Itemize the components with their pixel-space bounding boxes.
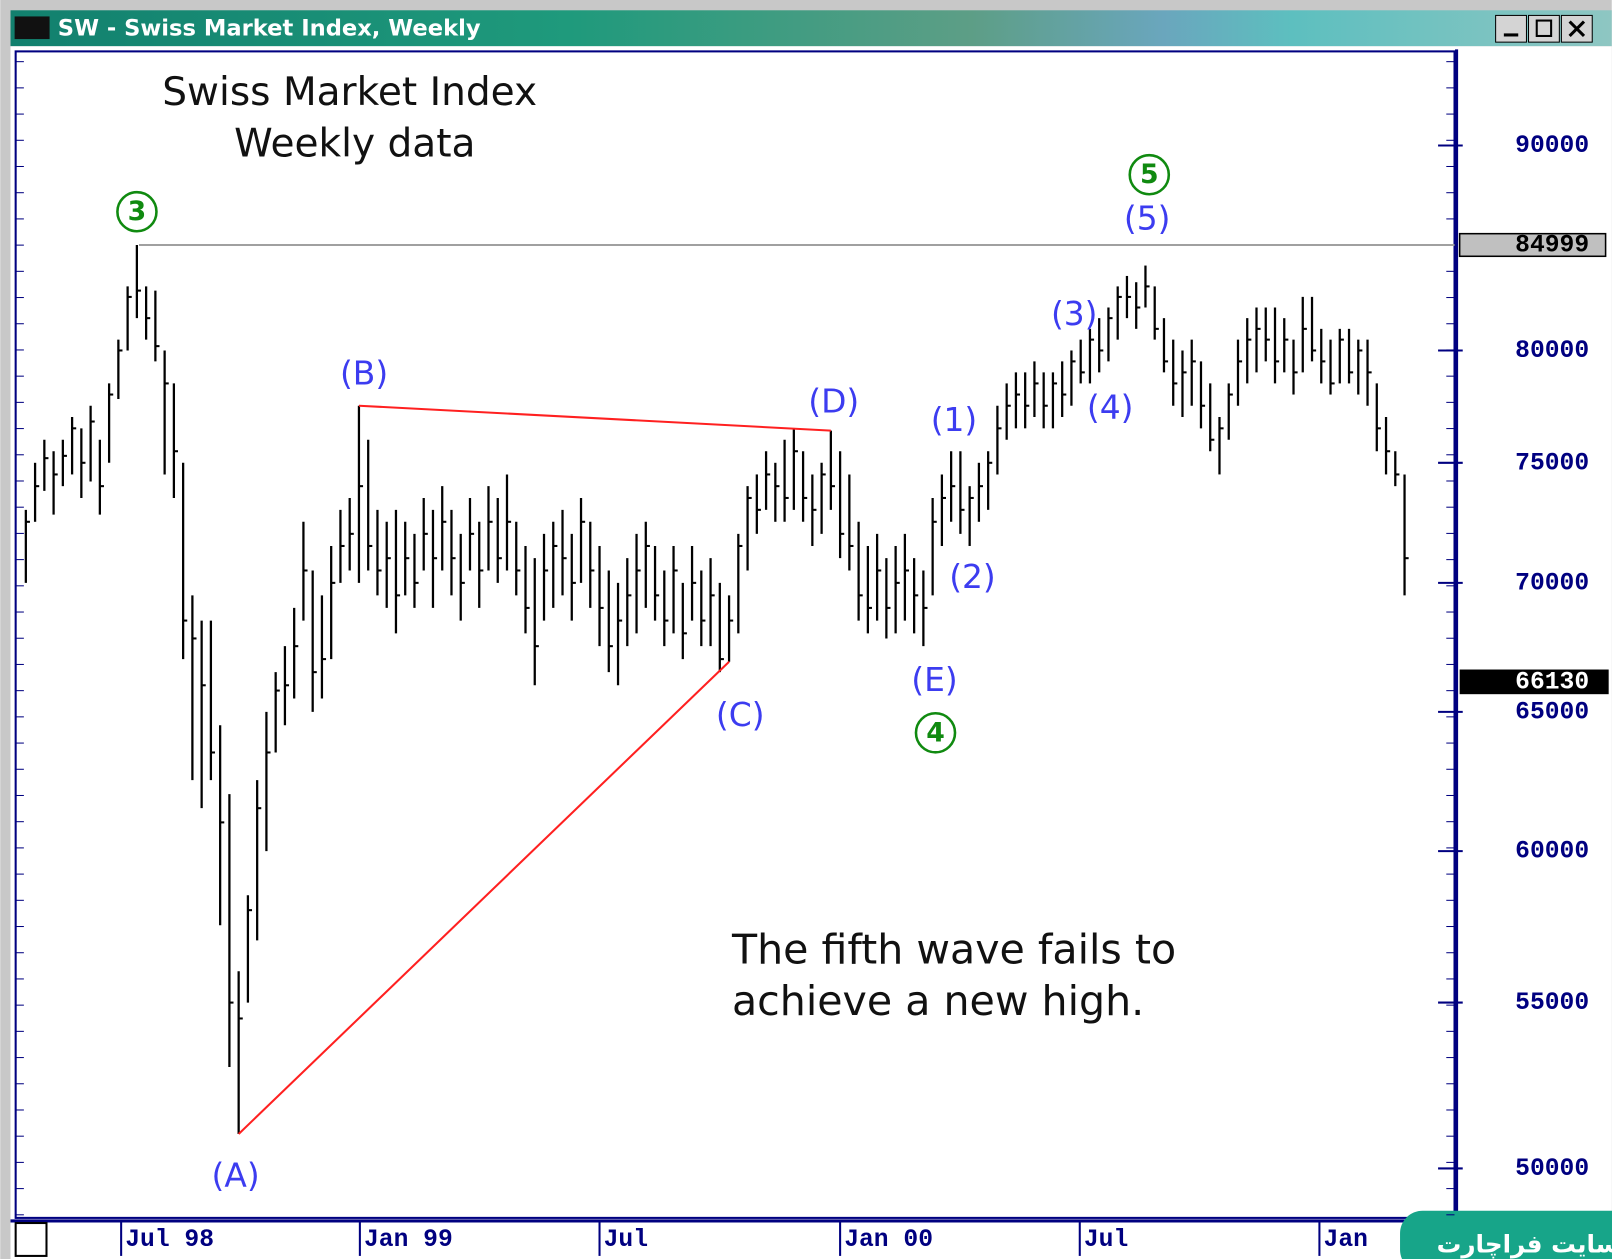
window-title: SW - Swiss Market Index, Weekly bbox=[58, 15, 481, 41]
trendline bbox=[237, 660, 730, 1135]
x-tick-label: Jul 98 bbox=[125, 1226, 214, 1254]
maximize-icon bbox=[1535, 19, 1553, 37]
wave-label: (A) bbox=[212, 1155, 260, 1194]
watermark-text: سایت فراچارت bbox=[1437, 1230, 1612, 1259]
note-line: achieve a new high. bbox=[732, 977, 1144, 1025]
major-wave-label: 4 bbox=[926, 717, 945, 748]
wave-label: (E) bbox=[911, 660, 957, 699]
plot-area bbox=[14, 50, 1456, 1219]
y-tick-label: 70000 bbox=[1515, 569, 1589, 597]
y-tick-label: 90000 bbox=[1515, 132, 1589, 160]
trendline bbox=[358, 404, 831, 432]
reference-price-box bbox=[1458, 232, 1607, 258]
close-icon bbox=[1568, 20, 1586, 38]
wave-label: (3) bbox=[1051, 294, 1098, 333]
reference-price-label: 84999 bbox=[1515, 231, 1589, 259]
x-tick-label: Jan 99 bbox=[364, 1226, 453, 1254]
x-tick-label: Jan bbox=[1324, 1226, 1368, 1254]
watermark-badge bbox=[1400, 1210, 1612, 1259]
y-tick-label: 50000 bbox=[1515, 1155, 1589, 1183]
wave-label: (C) bbox=[716, 695, 765, 734]
y-tick-label: 80000 bbox=[1515, 337, 1589, 365]
major-wave-label: 3 bbox=[128, 196, 147, 227]
y-tick-label: 60000 bbox=[1515, 838, 1589, 866]
last-price-box bbox=[1459, 669, 1609, 695]
chart-title: Swiss Market Index bbox=[162, 70, 537, 115]
note-line: The fifth wave fails to bbox=[731, 926, 1176, 974]
wave-label: (4) bbox=[1087, 388, 1134, 427]
wave-label: (B) bbox=[340, 354, 388, 393]
wave-label: (5) bbox=[1124, 198, 1171, 237]
wave-label: (2) bbox=[949, 557, 996, 596]
y-tick-label: 55000 bbox=[1515, 989, 1589, 1017]
scroll-box[interactable] bbox=[14, 1222, 48, 1257]
chart-subtitle: Weekly data bbox=[234, 121, 475, 166]
last-price-label: 66130 bbox=[1515, 668, 1589, 696]
y-tick-label: 75000 bbox=[1515, 449, 1589, 477]
major-wave-circle bbox=[116, 190, 158, 233]
minimize-button[interactable] bbox=[1495, 14, 1527, 43]
wave-label: (D) bbox=[808, 381, 859, 420]
maximize-button[interactable] bbox=[1527, 14, 1560, 43]
x-tick-label: Jul bbox=[1084, 1226, 1128, 1254]
x-tick-label: Jul bbox=[604, 1226, 648, 1254]
x-tick-label: Jan 00 bbox=[844, 1226, 933, 1254]
major-wave-circle bbox=[914, 711, 957, 754]
window-buttons bbox=[1495, 14, 1593, 43]
y-tick-label: 65000 bbox=[1515, 698, 1589, 726]
app-icon[interactable] bbox=[14, 16, 50, 40]
wave-label: (1) bbox=[931, 400, 978, 439]
price-bars bbox=[24, 244, 1409, 1134]
title-bar bbox=[10, 10, 1612, 47]
major-wave-circle bbox=[1128, 153, 1171, 196]
watermark: سایت فراچارت bbox=[1400, 1210, 1612, 1259]
major-wave-label: 5 bbox=[1140, 159, 1159, 190]
